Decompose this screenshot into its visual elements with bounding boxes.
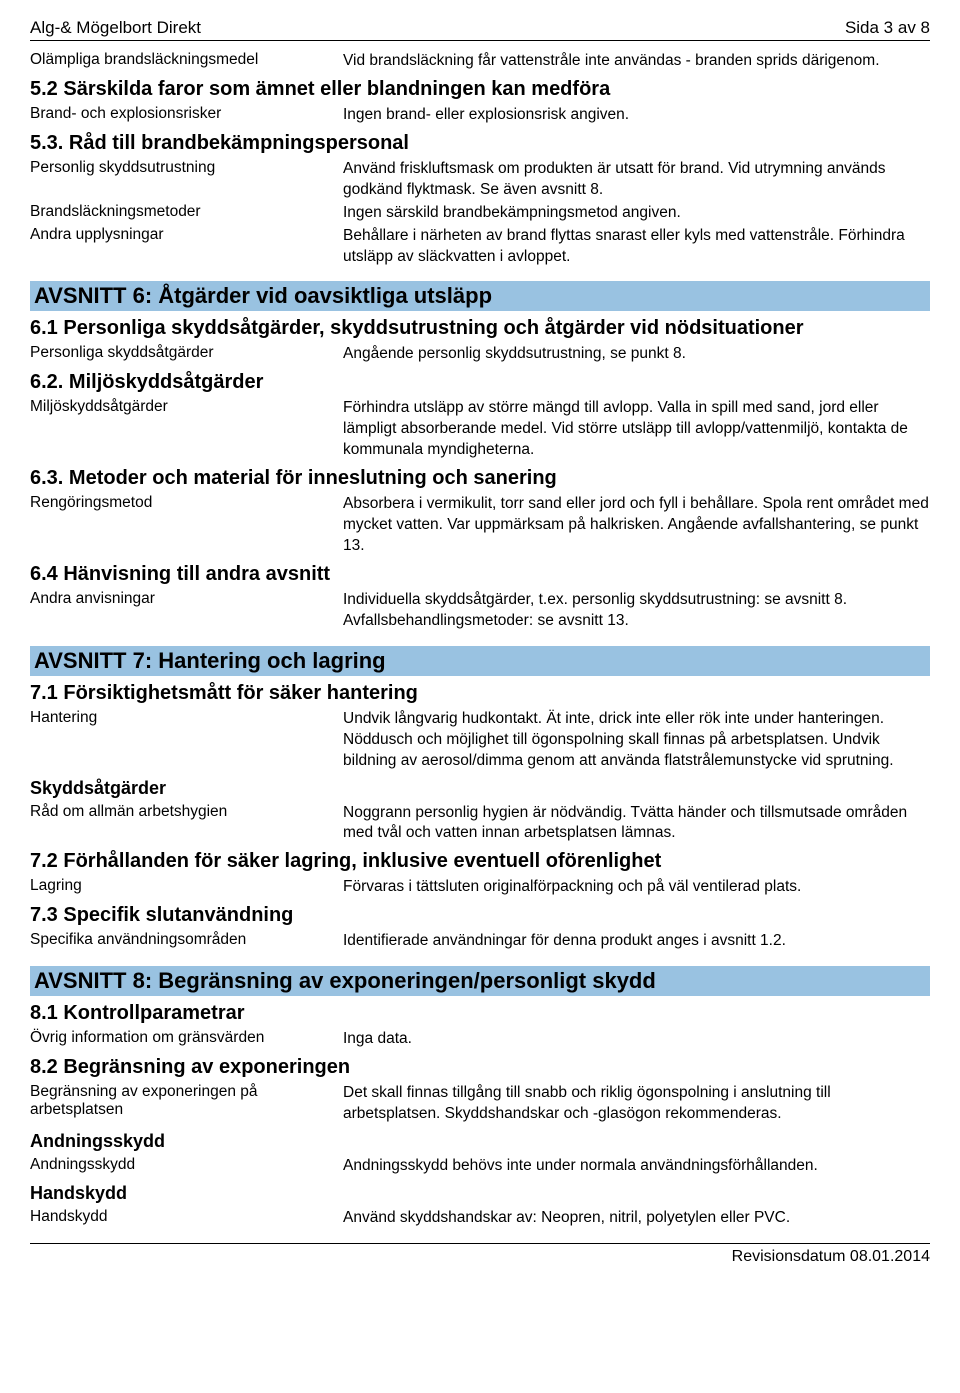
field-value: Förhindra utsläpp av större mängd till a…: [343, 398, 930, 461]
field-row: Andningsskydd Andningsskydd behövs inte …: [30, 1156, 930, 1177]
section-8-title: AVSNITT 8: Begränsning av exponeringen/p…: [30, 966, 930, 996]
field-label: Specifika användningsområden: [30, 931, 343, 952]
field-row: Olämpliga brandsläckningsmedel Vid brand…: [30, 51, 930, 72]
field-row: Personlig skyddsutrustning Använd friskl…: [30, 159, 930, 201]
heading-8-hand: Handskydd: [30, 1183, 930, 1204]
field-label: Miljöskyddsåtgärder: [30, 398, 343, 461]
field-value: Behållare i närheten av brand flyttas sn…: [343, 226, 930, 268]
field-row: Lagring Förvaras i tättsluten originalfö…: [30, 877, 930, 898]
field-row: Brand- och explosionsrisker Ingen brand-…: [30, 105, 930, 126]
field-label: Lagring: [30, 877, 343, 898]
field-value: Inga data.: [343, 1029, 930, 1050]
field-row: Brandsläckningsmetoder Ingen särskild br…: [30, 203, 930, 224]
field-row: Hantering Undvik långvarig hudkontakt. Ä…: [30, 709, 930, 772]
field-label: Andra upplysningar: [30, 226, 343, 268]
heading-8-2: 8.2 Begränsning av exponeringen: [30, 1056, 930, 1079]
field-value: Använd friskluftsmask om produkten är ut…: [343, 159, 930, 201]
field-value: Noggrann personlig hygien är nödvändig. …: [343, 803, 930, 845]
field-value: Ingen särskild brandbekämpningsmetod ang…: [343, 203, 930, 224]
field-label: Andra anvisningar: [30, 590, 343, 632]
heading-7-2: 7.2 Förhållanden för säker lagring, inkl…: [30, 850, 930, 873]
heading-6-2: 6.2. Miljöskyddsåtgärder: [30, 371, 930, 394]
heading-5-3: 5.3. Råd till brandbekämpningspersonal: [30, 132, 930, 155]
field-label: Begränsning av exponeringen på arbetspla…: [30, 1083, 343, 1125]
header-product: Alg-& Mögelbort Direkt: [30, 18, 201, 38]
field-value: Andningsskydd behövs inte under normala …: [343, 1156, 930, 1177]
heading-8-resp: Andningsskydd: [30, 1131, 930, 1152]
field-row: Handskydd Använd skyddshandskar av: Neop…: [30, 1208, 930, 1229]
field-row: Andra anvisningar Individuella skyddsåtg…: [30, 590, 930, 632]
field-row: Specifika användningsområden Identifiera…: [30, 931, 930, 952]
field-row: Personliga skyddsåtgärder Angående perso…: [30, 344, 930, 365]
field-value: Vid brandsläckning får vattenstråle inte…: [343, 51, 930, 72]
heading-6-3: 6.3. Metoder och material för inneslutni…: [30, 467, 930, 490]
field-row: Råd om allmän arbetshygien Noggrann pers…: [30, 803, 930, 845]
field-label: Andningsskydd: [30, 1156, 343, 1177]
section-6-title: AVSNITT 6: Åtgärder vid oavsiktliga utsl…: [30, 281, 930, 311]
section-7-title: AVSNITT 7: Hantering och lagring: [30, 646, 930, 676]
page: Alg-& Mögelbort Direkt Sida 3 av 8 Olämp…: [0, 0, 960, 1276]
field-value: Förvaras i tättsluten originalförpacknin…: [343, 877, 930, 898]
field-label: Olämpliga brandsläckningsmedel: [30, 51, 343, 72]
field-value: Det skall finnas tillgång till snabb och…: [343, 1083, 930, 1125]
field-label: Personlig skyddsutrustning: [30, 159, 343, 201]
field-row: Begränsning av exponeringen på arbetspla…: [30, 1083, 930, 1125]
field-value: Angående personlig skyddsutrustning, se …: [343, 344, 930, 365]
field-row: Rengöringsmetod Absorbera i vermikulit, …: [30, 494, 930, 557]
heading-5-2: 5.2 Särskilda faror som ämnet eller blan…: [30, 78, 930, 101]
field-value: Undvik långvarig hudkontakt. Ät inte, dr…: [343, 709, 930, 772]
heading-6-1: 6.1 Personliga skyddsåtgärder, skyddsutr…: [30, 317, 930, 340]
field-label: Övrig information om gränsvärden: [30, 1029, 343, 1050]
page-header: Alg-& Mögelbort Direkt Sida 3 av 8: [30, 18, 930, 41]
field-value: Använd skyddshandskar av: Neopren, nitri…: [343, 1208, 930, 1229]
field-label: Rengöringsmetod: [30, 494, 343, 557]
field-label: Brandsläckningsmetoder: [30, 203, 343, 224]
field-value: Absorbera i vermikulit, torr sand eller …: [343, 494, 930, 557]
field-row: Andra upplysningar Behållare i närheten …: [30, 226, 930, 268]
heading-6-4: 6.4 Hänvisning till andra avsnitt: [30, 563, 930, 586]
field-value: Individuella skyddsåtgärder, t.ex. perso…: [343, 590, 930, 632]
field-label: Råd om allmän arbetshygien: [30, 803, 343, 845]
heading-8-1: 8.1 Kontrollparametrar: [30, 1002, 930, 1025]
field-value: Ingen brand- eller explosionsrisk angive…: [343, 105, 930, 126]
heading-7-3: 7.3 Specifik slutanvändning: [30, 904, 930, 927]
field-label: Personliga skyddsåtgärder: [30, 344, 343, 365]
field-value: Identifierade användningar för denna pro…: [343, 931, 930, 952]
header-page-num: Sida 3 av 8: [845, 18, 930, 38]
footer-revision: Revisionsdatum 08.01.2014: [30, 1243, 930, 1266]
field-label: Handskydd: [30, 1208, 343, 1229]
heading-7-guard: Skyddsåtgärder: [30, 778, 930, 799]
field-row: Övrig information om gränsvärden Inga da…: [30, 1029, 930, 1050]
field-row: Miljöskyddsåtgärder Förhindra utsläpp av…: [30, 398, 930, 461]
heading-7-1: 7.1 Försiktighetsmått för säker hanterin…: [30, 682, 930, 705]
field-label: Hantering: [30, 709, 343, 772]
field-label: Brand- och explosionsrisker: [30, 105, 343, 126]
